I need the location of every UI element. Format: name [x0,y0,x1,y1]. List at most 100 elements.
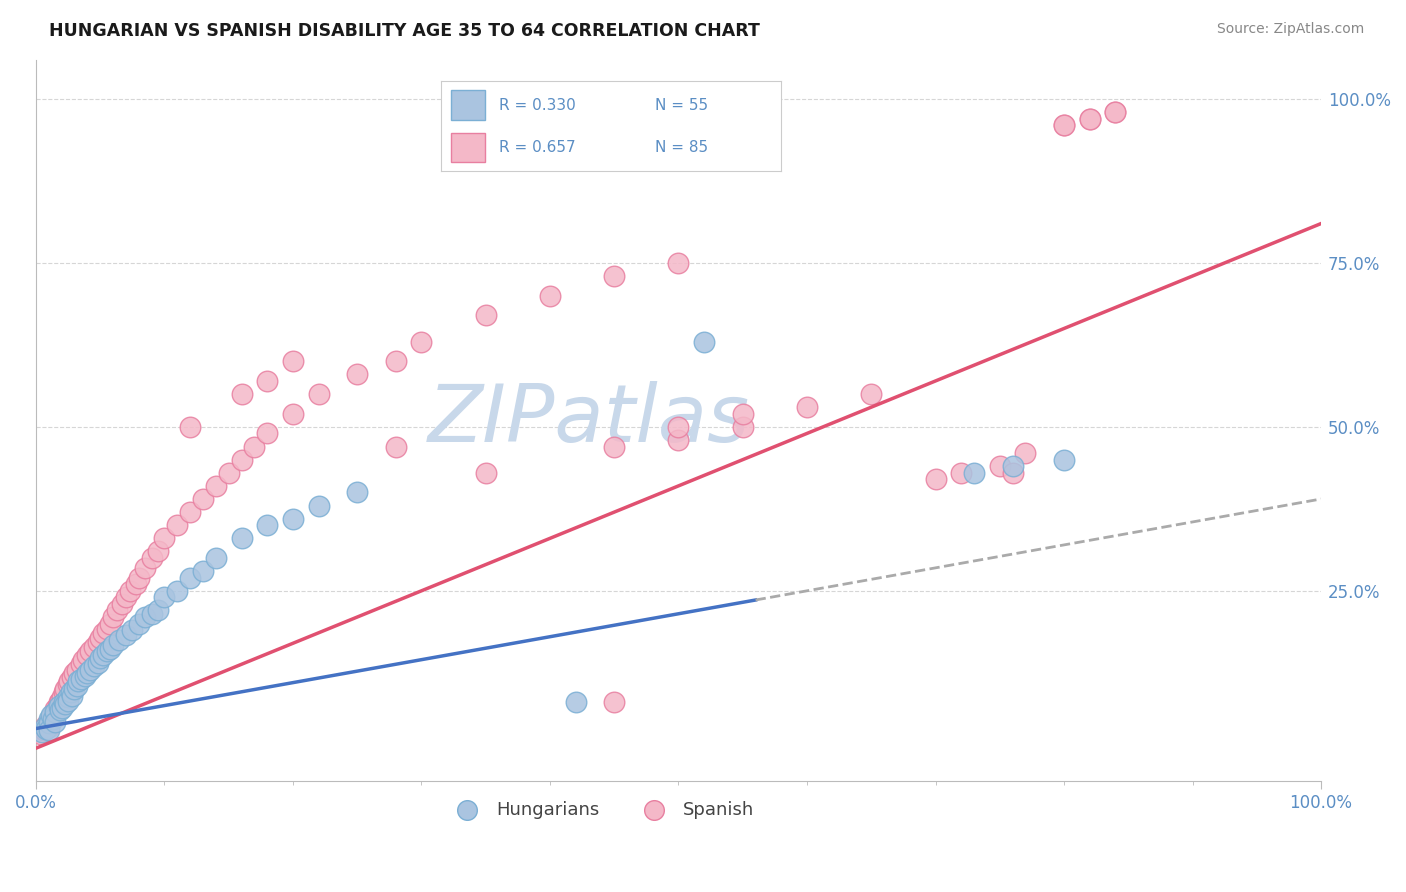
Point [603,268,626,283]
Point [91,648,114,662]
Point [1014,446,1036,460]
Point [72,653,94,667]
Point [48,695,70,709]
Point [538,288,561,302]
Point [1104,105,1126,120]
Text: Source: ZipAtlas.com: Source: ZipAtlas.com [1216,22,1364,37]
Point [603,695,626,709]
Point [166,518,188,533]
Point [1053,118,1076,132]
Point [308,387,330,401]
Point [44,714,66,729]
Point [60,670,83,684]
Point [44,705,66,719]
Point [41,710,63,724]
Point [89,650,111,665]
Point [66,663,89,677]
Point [51,690,73,704]
Point [79,644,101,658]
Point [108,632,131,647]
Point [79,663,101,677]
Point [796,400,818,414]
Point [474,466,496,480]
Point [668,420,690,434]
Point [668,433,690,447]
Point [51,700,73,714]
Point [134,610,156,624]
Point [256,426,278,441]
Point [346,368,368,382]
Point [128,571,150,585]
Point [76,665,98,680]
Point [96,622,118,636]
Point [63,682,86,697]
Point [860,387,883,401]
Point [1104,105,1126,120]
Point [48,698,70,713]
Point [56,677,79,691]
Point [70,657,93,672]
Point [179,571,201,585]
Point [281,511,304,525]
Point [731,407,754,421]
Point [179,505,201,519]
Point [125,577,148,591]
Point [105,603,128,617]
Text: ZIPatlas: ZIPatlas [427,381,749,459]
Point [55,697,77,711]
Point [101,638,124,652]
Point [231,452,253,467]
Point [83,640,105,654]
Point [1078,112,1101,126]
Point [67,674,90,689]
Point [1078,112,1101,126]
Point [256,518,278,533]
Point [205,551,228,566]
Point [146,544,169,558]
Point [38,712,60,726]
Point [66,679,89,693]
Point [96,644,118,658]
Point [281,407,304,421]
Point [111,597,134,611]
Point [55,682,77,697]
Legend: Hungarians, Spanish: Hungarians, Spanish [441,794,761,826]
Point [35,722,58,736]
Point [38,716,60,731]
Point [191,564,214,578]
Point [41,707,63,722]
Point [950,466,973,480]
Point [963,466,986,480]
Point [46,698,69,713]
Point [134,561,156,575]
Point [693,334,716,349]
Point [474,309,496,323]
Point [243,440,266,454]
Point [205,479,228,493]
Point [86,656,108,670]
Point [231,532,253,546]
Point [1053,118,1076,132]
Point [76,648,98,662]
Point [41,712,63,726]
Point [38,720,60,734]
Point [49,694,72,708]
Point [218,466,240,480]
Point [35,718,58,732]
Point [603,440,626,454]
Point [121,623,143,637]
Point [146,603,169,617]
Point [41,708,63,723]
Point [53,695,76,709]
Point [118,583,141,598]
Point [191,491,214,506]
Point [30,727,52,741]
Point [58,674,80,689]
Point [153,591,176,605]
Point [988,459,1011,474]
Text: HUNGARIAN VS SPANISH DISABILITY AGE 35 TO 64 CORRELATION CHART: HUNGARIAN VS SPANISH DISABILITY AGE 35 T… [49,22,761,40]
Point [38,714,60,729]
Point [1053,452,1076,467]
Point [115,628,138,642]
Point [1001,459,1024,474]
